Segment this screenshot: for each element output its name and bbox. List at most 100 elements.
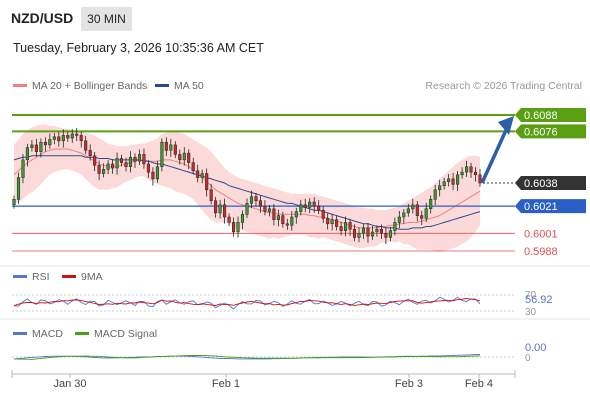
candle-body xyxy=(254,196,258,201)
candle-body xyxy=(124,162,128,167)
candle-body xyxy=(326,218,330,225)
candle xyxy=(294,207,298,224)
candle-body xyxy=(142,154,146,165)
candle-body xyxy=(330,219,334,225)
candle-body xyxy=(106,163,110,170)
candle-body xyxy=(178,154,182,161)
ma20-swatch-icon xyxy=(13,83,27,87)
candle-body xyxy=(39,141,43,152)
candle xyxy=(240,210,245,230)
x-axis-ticks: Jan 30 Feb 1 Feb 3 Feb 4 xyxy=(53,374,493,390)
candle-body xyxy=(70,133,74,139)
candle xyxy=(61,129,65,148)
candle-body xyxy=(344,222,348,231)
candle-body xyxy=(61,135,65,142)
rsi-ma-line xyxy=(13,298,481,307)
candle xyxy=(205,168,209,197)
candle xyxy=(169,138,173,158)
candle xyxy=(442,177,446,190)
candle-body xyxy=(191,162,195,172)
ma50-line xyxy=(13,155,481,230)
candle xyxy=(285,218,289,230)
candle xyxy=(406,203,410,217)
candle-body xyxy=(388,230,392,238)
candle-body xyxy=(137,154,142,162)
candle-body xyxy=(352,228,357,238)
candle xyxy=(146,160,150,178)
candle-body xyxy=(236,222,240,233)
candle-body xyxy=(160,141,164,167)
x-tick-label: Jan 30 xyxy=(53,378,86,390)
price-tag-label: 0.6076 xyxy=(524,126,558,138)
candle-body xyxy=(97,165,101,174)
candle-body xyxy=(232,222,236,233)
legend-macd-signal-label: MACD Signal xyxy=(94,328,158,340)
candle xyxy=(223,198,227,224)
price-tag-last: 0.6038 xyxy=(515,176,586,190)
candle-body xyxy=(173,144,177,155)
candle xyxy=(258,195,262,213)
candle-body xyxy=(93,155,97,166)
timeframe-badge[interactable]: 30 MIN xyxy=(81,7,132,31)
candle-body xyxy=(406,208,410,214)
ma50-swatch-icon xyxy=(155,83,169,87)
candle xyxy=(290,211,294,231)
candle-body xyxy=(88,150,92,157)
candle-body xyxy=(420,215,424,219)
legend-ma20: MA 20 + Bollinger Bands xyxy=(13,80,147,92)
candle-body xyxy=(16,177,21,200)
candle xyxy=(438,179,442,197)
price-tag-bg xyxy=(515,108,586,122)
candle-body xyxy=(66,135,70,139)
candle-body xyxy=(200,173,204,178)
candle-body xyxy=(438,185,442,191)
candle-body xyxy=(469,166,473,173)
candle xyxy=(276,209,280,227)
candle xyxy=(75,128,79,142)
candle xyxy=(249,190,254,209)
legend-rsi-label: RSI xyxy=(32,271,50,283)
macd-signal-line xyxy=(13,355,481,360)
candle-body xyxy=(317,205,321,211)
candle-body xyxy=(240,214,245,223)
candle xyxy=(451,172,455,191)
legend-rsi: RSI xyxy=(13,271,50,283)
candle-body xyxy=(12,199,16,205)
candle-body xyxy=(397,216,401,223)
candle xyxy=(12,195,16,209)
candle-body xyxy=(249,196,254,204)
candle xyxy=(348,218,352,236)
candle xyxy=(16,172,21,205)
candle-body xyxy=(303,204,307,208)
candle-body xyxy=(57,136,61,142)
candle-body xyxy=(84,140,88,151)
price-tag-bg xyxy=(515,124,586,139)
candle xyxy=(344,216,348,237)
candle-body xyxy=(429,199,433,210)
candle-body xyxy=(267,208,271,212)
rsi-value: 56.92 xyxy=(525,294,553,306)
legend-macd-label: MACD xyxy=(32,328,63,340)
candle xyxy=(178,149,182,165)
candle xyxy=(39,138,43,158)
candle xyxy=(388,226,392,242)
candle xyxy=(424,202,428,223)
candle xyxy=(312,197,316,213)
x-tick-label: Feb 3 xyxy=(395,378,423,390)
macd-value: 0.00 xyxy=(525,342,546,354)
legend-ma50-label: MA 50 xyxy=(174,80,204,92)
candle xyxy=(303,198,307,213)
candle-body xyxy=(119,158,124,163)
candle-body xyxy=(433,189,437,200)
candle xyxy=(465,160,469,177)
candle xyxy=(245,198,249,219)
arrow-head-icon xyxy=(498,116,514,135)
price-tag-bg xyxy=(515,176,586,190)
candle xyxy=(187,149,191,170)
candle xyxy=(308,198,312,214)
candle xyxy=(151,167,155,186)
candle-body xyxy=(52,136,56,140)
candle xyxy=(70,129,74,143)
candle-body xyxy=(258,200,262,207)
